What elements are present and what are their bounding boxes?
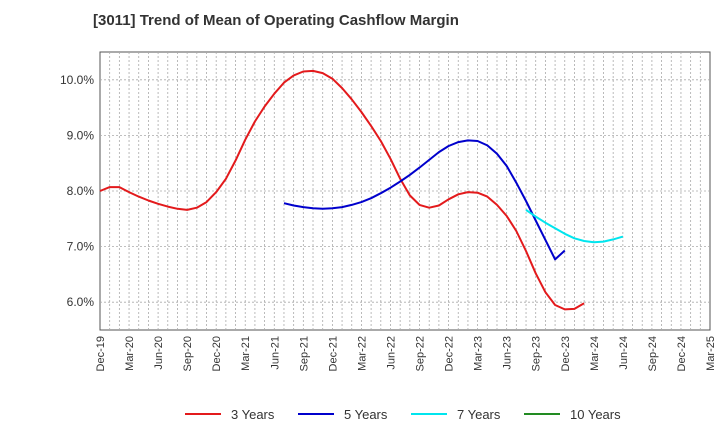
y-tick-labels: 6.0% 7.0% 8.0% 9.0% 10.0% (60, 73, 94, 309)
x-tick-label: Mar-22 (356, 336, 368, 371)
x-tick-label: Mar-25 (705, 336, 717, 371)
x-tick-label: Sep-21 (298, 336, 310, 371)
legend: 3 Years 5 Years 7 Years 10 Years (0, 398, 720, 428)
legend-swatch (185, 413, 221, 415)
x-tick-labels: Dec-19 Mar-20 Jun-20 Sep-20 Dec-20 Mar-21 Jun-… (95, 336, 717, 371)
x-tick-label: Mar-24 (589, 336, 601, 371)
x-tick-label: Mar-21 (240, 336, 252, 371)
x-tick-label: Jun-20 (153, 336, 165, 370)
legend-label: 3 Years (231, 406, 275, 422)
x-tick-label: Jun-21 (269, 336, 281, 370)
legend-item: 5 Years (298, 406, 387, 422)
horizontal-gridlines (100, 79, 710, 303)
legend-label: 5 Years (344, 406, 388, 422)
x-tick-label: Dec-20 (211, 336, 223, 371)
y-tick-label: 10.0% (60, 73, 94, 87)
x-tick-label: Sep-20 (182, 336, 194, 371)
legend-label: 10 Years (570, 406, 621, 422)
y-tick-label: 8.0% (67, 184, 95, 198)
legend-swatch (411, 413, 447, 415)
y-tick-label: 7.0% (67, 240, 95, 254)
series-line-3-years (99, 69, 585, 311)
y-tick-label: 9.0% (67, 128, 95, 142)
legend-item: 10 Years (524, 406, 621, 422)
plot-area: 6.0% 7.0% 8.0% 9.0% 10.0% Dec-19 Mar-20 Jun-20… (60, 51, 717, 371)
x-tick-label: Jun-23 (502, 336, 514, 370)
legend-item: 3 Years (185, 406, 274, 422)
x-tick-label: Jun-22 (385, 336, 397, 370)
series-layer (99, 69, 624, 311)
x-tick-label: Mar-23 (473, 336, 485, 371)
x-tick-label: Sep-24 (647, 336, 659, 371)
x-tick-label: Jun-24 (618, 336, 630, 370)
chart-title: [3011] Trend of Mean of Operating Cashfl… (93, 12, 459, 29)
legend-swatch (524, 413, 560, 415)
x-tick-label: Dec-24 (676, 336, 688, 371)
x-tick-label: Mar-20 (124, 336, 136, 371)
series-line-7-years (525, 209, 624, 244)
legend-swatch (298, 413, 334, 415)
x-tick-label: Dec-21 (327, 336, 339, 371)
y-tick-label: 6.0% (67, 295, 95, 309)
series-line-5-years (283, 139, 566, 261)
x-tick-label: Dec-23 (560, 336, 572, 371)
legend-label: 7 Years (457, 406, 501, 422)
x-tick-label: Sep-22 (415, 336, 427, 371)
x-tick-label: Dec-22 (444, 336, 456, 371)
x-tick-label: Dec-19 (95, 336, 107, 371)
legend-item: 7 Years (411, 406, 500, 422)
x-tick-label: Sep-23 (531, 336, 543, 371)
